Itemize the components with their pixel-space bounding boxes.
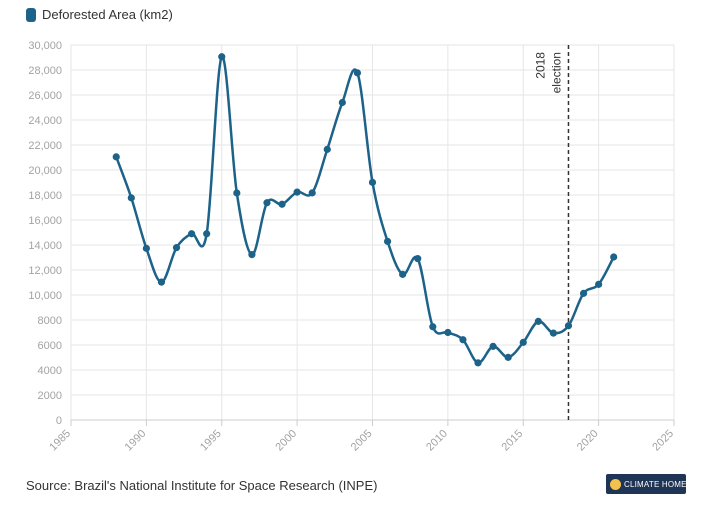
climate-home-logo: CLIMATE HOME bbox=[606, 474, 687, 494]
y-tick-label: 18,000 bbox=[28, 190, 62, 202]
data-point[interactable] bbox=[233, 189, 241, 197]
y-tick-label: 22,000 bbox=[28, 140, 62, 152]
legend-label: Deforested Area (km2) bbox=[42, 7, 173, 22]
x-tick-label: 2015 bbox=[500, 428, 526, 454]
data-point[interactable] bbox=[142, 244, 150, 252]
data-point[interactable] bbox=[308, 189, 316, 197]
data-point[interactable] bbox=[218, 53, 226, 61]
data-point[interactable] bbox=[429, 323, 437, 331]
data-point[interactable] bbox=[127, 194, 135, 202]
data-point[interactable] bbox=[564, 322, 573, 330]
data-point[interactable] bbox=[534, 317, 542, 325]
data-point[interactable] bbox=[414, 255, 422, 263]
line-chart: 0 2000 4000 6000 8000 10,000 12,000 14,000 16,00… bbox=[28, 40, 676, 454]
annotation-label-word: election bbox=[549, 52, 563, 93]
y-tick-label: 28,000 bbox=[28, 65, 62, 77]
annotation-label-year: 2018 bbox=[533, 52, 547, 79]
data-point[interactable] bbox=[399, 270, 407, 278]
x-tick-label: 1985 bbox=[47, 428, 73, 454]
data-point[interactable] bbox=[549, 329, 558, 337]
data-point[interactable] bbox=[444, 328, 452, 337]
data-point[interactable] bbox=[383, 237, 392, 245]
data-point[interactable] bbox=[338, 98, 346, 107]
y-tick-label: 14,000 bbox=[28, 240, 62, 252]
data-point[interactable] bbox=[610, 253, 618, 261]
y-axis-ticks: 0 2000 4000 6000 8000 10,000 12,000 14,000 16,00… bbox=[28, 40, 62, 427]
data-point[interactable] bbox=[595, 280, 603, 288]
climate-home-logo-icon bbox=[610, 478, 621, 490]
logo-text: CLIMATE HOME bbox=[624, 479, 687, 489]
data-point[interactable] bbox=[353, 69, 362, 77]
series bbox=[112, 53, 618, 367]
x-tick-label: 2025 bbox=[650, 428, 676, 454]
y-tick-label: 10,000 bbox=[28, 290, 62, 302]
x-tick-label: 2000 bbox=[273, 428, 299, 454]
y-tick-label: 20,000 bbox=[28, 165, 62, 177]
election-annotation: 2018 election bbox=[533, 45, 570, 420]
data-point[interactable] bbox=[459, 336, 467, 344]
data-point[interactable] bbox=[519, 338, 527, 346]
data-point[interactable] bbox=[248, 251, 256, 259]
y-tick-label: 6000 bbox=[38, 340, 62, 352]
x-tick-label: 1995 bbox=[198, 428, 224, 454]
y-tick-label: 30,000 bbox=[28, 40, 62, 52]
data-point[interactable] bbox=[368, 178, 377, 186]
y-tick-label: 8000 bbox=[38, 315, 62, 327]
data-point[interactable] bbox=[504, 353, 512, 361]
x-tick-label: 2020 bbox=[575, 428, 601, 454]
y-tick-label: 24,000 bbox=[28, 115, 62, 127]
y-tick-label: 16,000 bbox=[28, 215, 62, 227]
legend-swatch bbox=[26, 7, 36, 22]
y-tick-label: 12,000 bbox=[28, 265, 62, 277]
x-tick-label: 1990 bbox=[123, 428, 149, 454]
data-point[interactable] bbox=[172, 244, 181, 252]
data-point[interactable] bbox=[278, 200, 286, 208]
x-tick-label: 2010 bbox=[424, 428, 450, 454]
y-tick-label: 0 bbox=[56, 415, 62, 427]
data-point[interactable] bbox=[263, 199, 271, 207]
legend[interactable]: Deforested Area (km2) bbox=[26, 7, 173, 22]
data-point[interactable] bbox=[489, 342, 497, 350]
x-tick-label: 2005 bbox=[349, 428, 375, 454]
x-axis: 1985 1990 1995 2000 2005 2010 2015 2020 2025 bbox=[47, 419, 676, 454]
data-point[interactable] bbox=[112, 153, 120, 161]
y-tick-label: 2000 bbox=[38, 390, 62, 402]
data-point[interactable] bbox=[579, 289, 588, 297]
data-point[interactable] bbox=[323, 145, 331, 153]
source-note: Source: Brazil's National Institute for … bbox=[26, 478, 378, 493]
grid bbox=[70, 44, 675, 421]
data-point[interactable] bbox=[188, 230, 196, 238]
data-point[interactable] bbox=[293, 188, 301, 196]
data-point[interactable] bbox=[157, 278, 166, 286]
series-line bbox=[115, 55, 615, 365]
y-tick-label: 26,000 bbox=[28, 90, 62, 102]
data-point[interactable] bbox=[203, 230, 211, 238]
y-tick-label: 4000 bbox=[38, 365, 62, 377]
data-point[interactable] bbox=[474, 359, 482, 367]
